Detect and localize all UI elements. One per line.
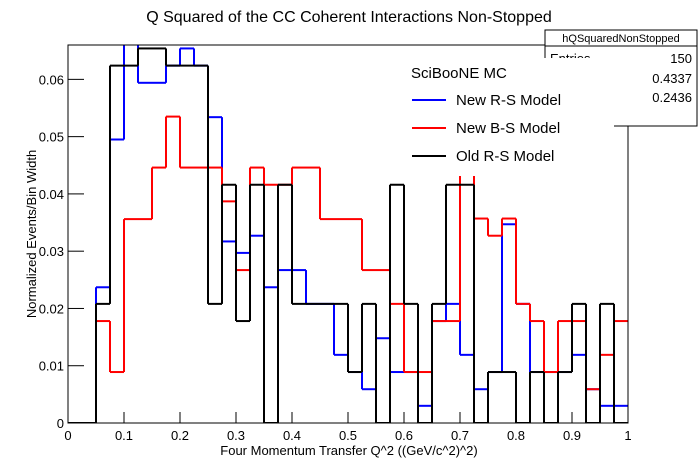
y-tick-label: 0.01	[39, 359, 64, 374]
stats-value: 0.4337	[652, 71, 692, 86]
x-tick-label: 1	[624, 428, 631, 443]
y-axis-label: Normalized Events/Bin Width	[24, 150, 39, 318]
chart-title: Q Squared of the CC Coherent Interaction…	[146, 9, 552, 26]
x-tick-label: 0.6	[395, 428, 413, 443]
stats-value: 150	[670, 51, 692, 66]
x-tick-label: 0	[64, 428, 71, 443]
y-tick-label: 0.03	[39, 244, 64, 259]
legend-header: SciBooNE MC	[411, 65, 507, 82]
legend: SciBooNE MC New R-S Model New B-S Model Ol…	[404, 58, 614, 176]
x-tick-label: 0.3	[227, 428, 245, 443]
y-tick-label: 0.02	[39, 301, 64, 316]
x-tick-label: 0.4	[283, 428, 301, 443]
x-tick-label: 0.9	[563, 428, 581, 443]
plot-area	[68, 45, 628, 423]
x-tick-label: 0.5	[339, 428, 357, 443]
y-tick-label: 0.04	[39, 187, 64, 202]
y-tick-label: 0.05	[39, 130, 64, 145]
y-tick-label: 0.06	[39, 72, 64, 87]
axes: 0 0.1 0.2 0.3 0.4 0.5 0.6 0.7 0.8 0.9 1 0 0.01 0.02 0.…	[39, 72, 632, 443]
x-axis-label: Four Momentum Transfer Q^2 ((GeV/c^2)^2)	[220, 443, 477, 458]
x-tick-label: 0.1	[115, 428, 133, 443]
x-tick-label: 0.7	[451, 428, 469, 443]
stats-value: 0.2436	[652, 90, 692, 105]
legend-label: Old R-S Model	[456, 148, 554, 165]
legend-label: New R-S Model	[456, 92, 561, 109]
y-tick-label: 0	[57, 416, 64, 431]
legend-label: New B-S Model	[456, 120, 560, 137]
x-tick-label: 0.2	[171, 428, 189, 443]
stats-title: hQSquaredNonStopped	[562, 33, 679, 45]
x-tick-label: 0.8	[507, 428, 525, 443]
